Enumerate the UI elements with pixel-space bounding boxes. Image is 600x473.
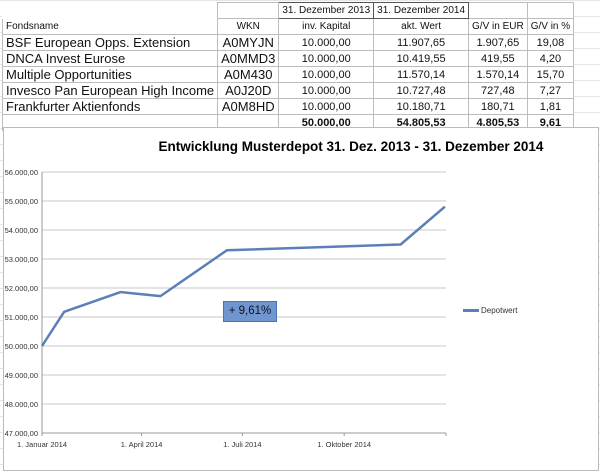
chart-area[interactable]: Entwicklung Musterdepot 31. Dez. 2013 - … [3, 127, 599, 471]
table-cell[interactable]: 180,71 [468, 98, 528, 115]
table-cell[interactable]: 10.000,00 [278, 82, 375, 99]
chart-title: Entwicklung Musterdepot 31. Dez. 2013 - … [158, 139, 544, 154]
column-header[interactable]: G/V in EUR [468, 18, 528, 35]
fund-table: 31. Dezember 2013 31. Dezember 2014 Fond… [1, 2, 575, 131]
return-annotation: + 9,61% [223, 301, 277, 322]
empty-cell[interactable] [468, 2, 528, 19]
table-cell[interactable]: 10.000,00 [278, 34, 375, 51]
table-cell[interactable]: A0M430 [217, 66, 280, 83]
table-cell[interactable]: 11.907,65 [373, 34, 470, 51]
table-cell[interactable]: Frankfurter Aktienfonds [1, 98, 219, 115]
table-cell[interactable]: 1.570,14 [468, 66, 528, 83]
x-tick-label: 1. Oktober 2014 [317, 440, 371, 449]
series-line-depotwert [40, 205, 446, 347]
table-cell[interactable]: 1,81 [526, 98, 575, 115]
table-cell[interactable]: A0MYJN [217, 34, 280, 51]
table-cell[interactable]: A0MMD3 [217, 50, 280, 67]
table-cell[interactable]: A0M8HD [217, 98, 280, 115]
total-cell[interactable]: 54.805,53 [373, 114, 470, 131]
column-header[interactable]: G/V in % [526, 18, 575, 35]
x-tick-label: 1. Januar 2014 [17, 440, 67, 449]
table-cell[interactable]: 419,55 [468, 50, 528, 67]
table-cell[interactable]: 7,27 [526, 82, 575, 99]
empty-cell[interactable] [2, 2, 219, 19]
y-tick-label: 56.000,00 [5, 168, 38, 177]
table-cell[interactable]: 15,70 [526, 66, 575, 83]
legend-label: Depotwert [481, 306, 518, 315]
table-row: Multiple Opportunities A0M430 10.000,00 11.… [1, 66, 575, 83]
x-tick-label: 1. April 2014 [121, 440, 163, 449]
legend: Depotwert [463, 306, 517, 315]
y-tick-label: 52.000,00 [5, 284, 38, 293]
table-cell[interactable]: 19,08 [526, 34, 575, 51]
table-cell[interactable]: 11.570,14 [373, 66, 470, 83]
y-tick-label: 49.000,00 [5, 371, 38, 380]
table-cell[interactable]: 10.727,48 [373, 82, 470, 99]
table-cell[interactable]: DNCA Invest Eurose [1, 50, 219, 67]
table-cell[interactable]: 4,20 [526, 50, 575, 67]
y-tick-label: 48.000,00 [5, 400, 38, 409]
table-cell[interactable]: 10.180,71 [373, 98, 470, 115]
total-cell[interactable]: 4.805,53 [468, 114, 528, 131]
table-cell[interactable]: 727,48 [468, 82, 528, 99]
empty-cell[interactable] [217, 2, 280, 19]
table-cell[interactable]: Invesco Pan European High Income [1, 82, 219, 99]
table-cell[interactable]: 10.000,00 [278, 98, 375, 115]
y-tick-label: 47.000,00 [5, 429, 38, 438]
legend-swatch [463, 309, 479, 312]
column-header[interactable]: inv. Kapital [278, 18, 375, 35]
table-row: DNCA Invest Eurose A0MMD3 10.000,00 10.419,… [1, 50, 575, 67]
table-cell[interactable]: 10.000,00 [278, 50, 375, 67]
column-header[interactable]: Fondsname [1, 18, 219, 35]
table-cell[interactable]: 10.000,00 [278, 66, 375, 83]
total-cell[interactable]: 9,61 [526, 114, 575, 131]
table-cell[interactable]: Multiple Opportunities [1, 66, 219, 83]
y-tick-label: 53.000,00 [5, 255, 38, 264]
table-row: Frankfurter Aktienfonds A0M8HD 10.000,00 10… [1, 98, 575, 115]
empty-cell[interactable] [526, 2, 575, 19]
date-header-end[interactable]: 31. Dezember 2014 [373, 2, 470, 19]
y-tick-label: 54.000,00 [5, 226, 38, 235]
table-row: Invesco Pan European High Income A0J20D 10… [1, 82, 575, 99]
table-row: BSF European Opps. Extension A0MYJN 10.000… [1, 34, 575, 51]
line-plot: 47.000,00 48.000,00 49.000,00 50.000,00 51.0… [5, 168, 447, 449]
table-cell[interactable]: 1.907,65 [468, 34, 528, 51]
x-tick-label: 1. Juli 2014 [223, 440, 261, 449]
column-header[interactable]: akt. Wert [373, 18, 470, 35]
date-header-start[interactable]: 31. Dezember 2013 [278, 2, 375, 19]
y-tick-label: 55.000,00 [5, 197, 38, 206]
table-cell[interactable]: BSF European Opps. Extension [1, 34, 219, 51]
y-tick-label: 51.000,00 [5, 313, 38, 322]
table-cell[interactable]: 10.419,55 [373, 50, 470, 67]
table-cell[interactable]: A0J20D [217, 82, 280, 99]
y-tick-label: 50.000,00 [5, 342, 38, 351]
column-header[interactable]: WKN [217, 18, 280, 35]
